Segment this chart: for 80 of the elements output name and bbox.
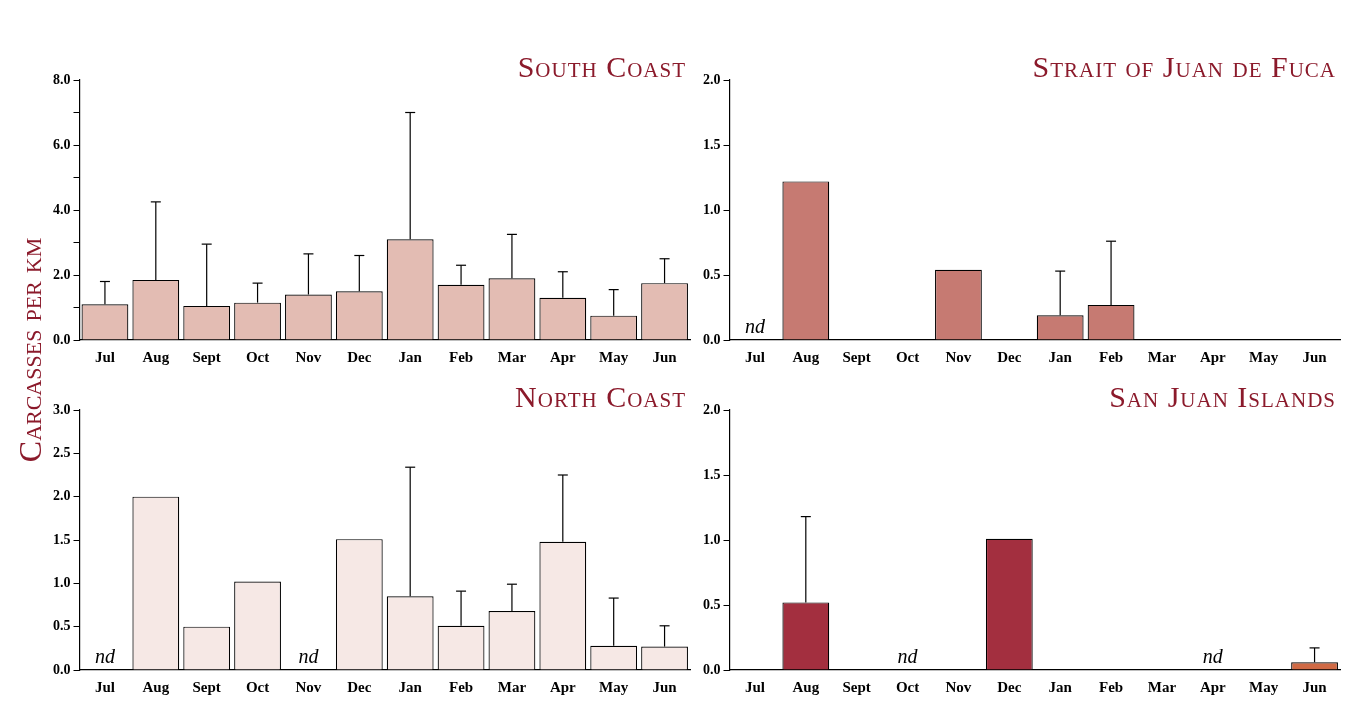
x-tick-label: Jun: [652, 678, 678, 695]
y-tick-label: 2.0: [53, 266, 71, 282]
y-tick-label: 0.5: [703, 596, 721, 612]
x-tick-label: Apr: [1199, 678, 1227, 695]
y-tick-label: 1.0: [703, 531, 721, 547]
x-tick-label: Feb: [1098, 348, 1124, 365]
x-tick-label: Jul: [94, 678, 115, 695]
y-tick-label: 2.5: [53, 444, 71, 460]
x-tick-label: Mar: [1147, 678, 1177, 695]
x-tick-label: Oct: [895, 348, 920, 365]
chart-title: South Coast: [517, 50, 686, 84]
x-tick-label: Jun: [1302, 348, 1328, 365]
x-tick-label: Sept: [192, 348, 221, 365]
x-tick-label: May: [1249, 678, 1279, 695]
x-tick-label: Apr: [549, 348, 577, 365]
x-tick-label: Jun: [1302, 678, 1328, 695]
x-tick-label: Nov: [945, 348, 972, 365]
x-tick-label: Oct: [245, 348, 270, 365]
y-tick-label: 0.0: [703, 661, 721, 677]
x-tick-label: Jun: [652, 348, 678, 365]
y-tick-label: 6.0: [53, 136, 71, 152]
y-tick-label: 1.5: [703, 466, 721, 482]
x-tick-label: Jan: [1048, 348, 1073, 365]
x-tick-label: Feb: [448, 348, 474, 365]
x-tick-label: Nov: [295, 348, 322, 365]
x-tick-label: Mar: [497, 678, 527, 695]
x-tick-label: Jul: [744, 678, 765, 695]
y-tick-label: 2.0: [703, 401, 721, 417]
y-tick-label: 1.0: [703, 201, 721, 217]
chart-title: North Coast: [515, 380, 686, 414]
y-tick-label: 2.0: [703, 71, 721, 87]
x-tick-label: Oct: [895, 678, 920, 695]
x-tick-label: Dec: [347, 678, 372, 695]
x-tick-label: Feb: [448, 678, 474, 695]
annotation: nd: [897, 645, 919, 668]
y-tick-label: 0.0: [53, 661, 71, 677]
chart-title: San Juan Islands: [1109, 380, 1336, 414]
x-tick-label: Mar: [497, 348, 527, 365]
x-tick-label: Aug: [142, 348, 170, 365]
x-tick-label: Aug: [792, 348, 820, 365]
x-tick-label: Dec: [347, 348, 372, 365]
x-tick-label: Dec: [997, 678, 1022, 695]
x-tick-label: May: [599, 348, 629, 365]
x-tick-label: May: [599, 678, 629, 695]
y-tick-label: 1.5: [53, 531, 71, 547]
annotation: nd: [298, 645, 320, 668]
x-tick-label: Aug: [792, 678, 820, 695]
x-tick-label: Sept: [842, 348, 871, 365]
x-tick-label: Dec: [997, 348, 1022, 365]
annotation: nd: [1202, 645, 1224, 668]
annotation: nd: [94, 645, 116, 668]
y-tick-label: 1.0: [53, 574, 71, 590]
x-tick-label: Aug: [142, 678, 170, 695]
x-tick-label: Apr: [549, 678, 577, 695]
y-axis-title: Carcasses per km: [11, 237, 49, 463]
x-tick-label: Apr: [1199, 348, 1227, 365]
y-tick-label: 0.0: [703, 331, 721, 347]
y-tick-label: 8.0: [53, 71, 71, 87]
x-tick-label: Jul: [744, 348, 765, 365]
y-tick-label: 0.5: [53, 618, 71, 634]
x-tick-label: Jan: [1048, 678, 1073, 695]
y-tick-label: 2.0: [53, 488, 71, 504]
annotation: nd: [744, 315, 766, 338]
y-tick-label: 0.0: [53, 331, 71, 347]
x-tick-label: Mar: [1147, 348, 1177, 365]
y-tick-label: 1.5: [703, 136, 721, 152]
y-tick-label: 4.0: [53, 201, 71, 217]
x-tick-label: Sept: [192, 678, 221, 695]
x-tick-label: Nov: [945, 678, 972, 695]
x-tick-label: Sept: [842, 678, 871, 695]
y-tick-label: 3.0: [53, 401, 71, 417]
x-tick-label: Nov: [295, 678, 322, 695]
x-tick-label: Jul: [94, 348, 115, 365]
x-tick-label: May: [1249, 348, 1279, 365]
x-tick-label: Jan: [398, 678, 423, 695]
y-tick-label: 0.5: [703, 266, 721, 282]
x-tick-label: Jan: [398, 348, 423, 365]
x-tick-label: Oct: [245, 678, 270, 695]
chart-title: Strait of Juan de Fuca: [1032, 50, 1336, 84]
x-tick-label: Feb: [1098, 678, 1124, 695]
